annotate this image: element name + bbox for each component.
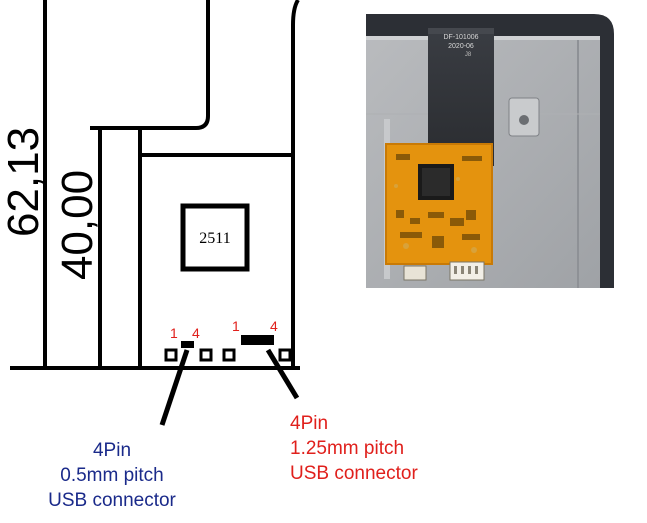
large-connector <box>241 335 274 345</box>
dimension-line-outer <box>10 0 300 370</box>
flex-rev: J8 <box>465 52 472 58</box>
small-connector-pin-start: 1 <box>170 325 178 341</box>
chip-label: 2511 <box>199 230 230 247</box>
large-connector-pitch: 1.25mm pitch <box>290 438 405 459</box>
board-photo: DF-101006 2020-06 J8 <box>366 14 614 288</box>
small-connector-type: USB connector <box>48 490 176 511</box>
board-outline <box>138 0 300 368</box>
dimension-line-inner <box>90 126 140 368</box>
flex-label: DF-101006 <box>443 34 478 41</box>
large-connector-leader <box>265 348 300 400</box>
small-connector-pin-end: 4 <box>192 325 200 341</box>
large-connector-pin-end: 4 <box>270 318 278 334</box>
large-connector-pins: 4Pin <box>290 413 329 434</box>
small-connector-pins: 4Pin <box>92 440 132 461</box>
small-connector <box>181 341 194 348</box>
chip <box>180 203 250 272</box>
flex-date: 2020-06 <box>448 43 474 50</box>
large-connector-label: 4Pin 1.25mm pitch USB connector <box>290 411 490 486</box>
small-connector-label: 4Pin 0.5mm pitch USB connector <box>22 438 202 513</box>
small-connector-leader <box>159 349 190 426</box>
large-connector-pin-start: 1 <box>232 318 240 334</box>
connector-pads <box>164 348 292 362</box>
large-connector-type: USB connector <box>290 463 418 484</box>
small-connector-pitch: 0.5mm pitch <box>60 465 164 486</box>
inner-dimension-label: 40,00 <box>53 170 102 280</box>
outer-dimension-label: 62,13 <box>0 127 48 237</box>
